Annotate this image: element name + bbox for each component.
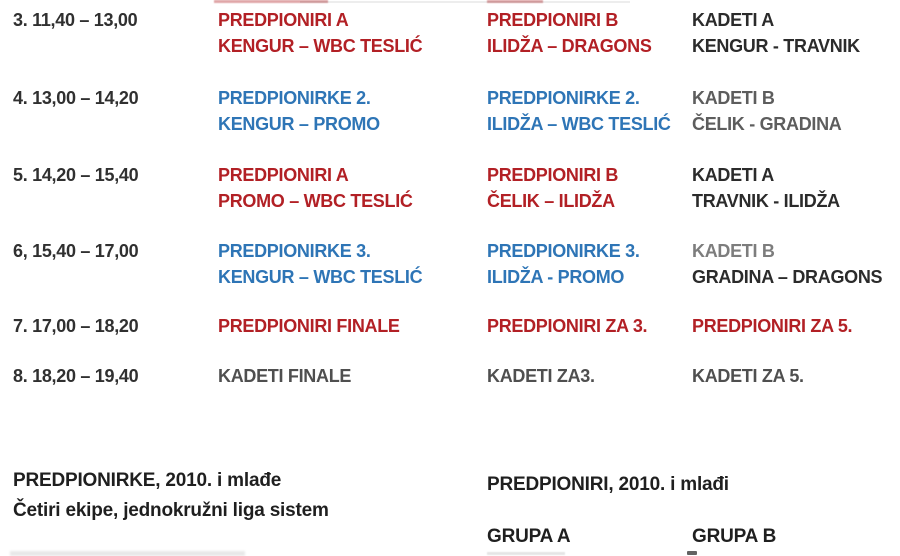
match-cell-court3: KADETI B GRADINA – DRAGONS xyxy=(692,238,883,290)
match-line: KENGUR – PROMO xyxy=(218,114,380,134)
predpioniri-title: PREDPIONIRI, 2010. i mlađi xyxy=(487,474,729,495)
match-cell-court2: PREDPIONIRI ZA 3. xyxy=(487,313,648,339)
match-line: KADETI ZA 5. xyxy=(692,366,804,386)
match-line: PREDPIONIRKE 3. xyxy=(487,241,640,261)
match-line: KADETI A xyxy=(692,165,774,185)
predpionirke-section: PREDPIONIRKE, 2010. i mlađe Četiri ekipe… xyxy=(13,466,329,526)
match-cell-court3: PREDPIONIRI ZA 5. xyxy=(692,313,853,339)
match-cell-court3: KADETI A TRAVNIK - ILIDŽA xyxy=(692,162,840,214)
match-line: KADETI B xyxy=(692,241,775,261)
match-line: PREDPIONIRI A xyxy=(218,165,349,185)
match-line: PREDPIONIRI B xyxy=(487,10,619,30)
match-line: TRAVNIK - ILIDŽA xyxy=(692,191,840,211)
match-line: KADETI FINALE xyxy=(218,366,352,386)
match-line: KADETI A xyxy=(692,10,774,30)
match-line: ILIDŽA – DRAGONS xyxy=(487,36,652,56)
match-cell-court1: PREDPIONIRKE 3. KENGUR – WBC TESLIĆ xyxy=(218,238,423,290)
match-line: PREDPIONIRKE 2. xyxy=(218,88,371,108)
match-line: PREDPIONIRI ZA 3. xyxy=(487,316,648,336)
cutoff-text-top-court2 xyxy=(487,0,543,3)
match-line: ČELIK - GRADINA xyxy=(692,114,842,134)
time-slot: 5. 14,20 – 15,40 xyxy=(13,165,139,185)
match-cell-court1: PREDPIONIRI A KENGUR – WBC TESLIĆ xyxy=(218,7,423,59)
match-line: KENGUR – WBC TESLIĆ xyxy=(218,36,423,56)
match-cell-court2: PREDPIONIRKE 3. ILIDŽA - PROMO xyxy=(487,238,640,290)
match-cell-court1: KADETI FINALE xyxy=(218,363,351,389)
time-slot: 4. 13,00 – 14,20 xyxy=(13,88,139,108)
match-cell-court2: KADETI ZA3. xyxy=(487,363,595,389)
match-line: ILIDŽA – WBC TESLIĆ xyxy=(487,114,671,134)
predpionirke-title: PREDPIONIRKE, 2010. i mlađe xyxy=(13,470,282,491)
cutoff-text-bottom-group-a xyxy=(487,552,565,555)
cutoff-text-top-court1 xyxy=(214,0,328,3)
match-line: PROMO – WBC TESLIĆ xyxy=(218,191,413,211)
match-line: PREDPIONIRKE 3. xyxy=(218,241,371,261)
match-cell-court3: KADETI B ČELIK - GRADINA xyxy=(692,85,842,137)
match-line: PREDPIONIRI FINALE xyxy=(218,316,400,336)
match-line: ČELIK – ILIDŽA xyxy=(487,191,615,211)
match-cell-court2: PREDPIONIRI B ILIDŽA – DRAGONS xyxy=(487,7,652,59)
match-line: PREDPIONIRI A xyxy=(218,10,349,30)
match-line: KENGUR – WBC TESLIĆ xyxy=(218,267,423,287)
cutoff-text-bottom-left xyxy=(10,551,245,556)
match-line: KADETI B xyxy=(692,88,775,108)
match-line: PREDPIONIRI ZA 5. xyxy=(692,316,853,336)
cutoff-text-top-strip xyxy=(300,1,630,3)
time-slot: 3. 11,40 – 13,00 xyxy=(13,10,138,30)
time-slot: 6, 15,40 – 17,00 xyxy=(13,241,139,261)
match-cell-court1: PREDPIONIRI FINALE xyxy=(218,313,400,339)
match-cell-court3: KADETI ZA 5. xyxy=(692,363,804,389)
predpionirke-subtitle: Četiri ekipe, jednokružni liga sistem xyxy=(13,500,329,521)
time-slot: 8. 18,20 – 19,40 xyxy=(13,366,139,386)
group-a-header: GRUPA A xyxy=(487,526,571,547)
match-line: PREDPIONIRI B xyxy=(487,165,619,185)
match-cell-court2: PREDPIONIRKE 2. ILIDŽA – WBC TESLIĆ xyxy=(487,85,671,137)
match-line: ILIDŽA - PROMO xyxy=(487,267,625,287)
match-cell-court1: PREDPIONIRI A PROMO – WBC TESLIĆ xyxy=(218,162,413,214)
match-line: PREDPIONIRKE 2. xyxy=(487,88,640,108)
match-line: KENGUR - TRAVNIK xyxy=(692,36,860,56)
match-cell-court3: KADETI A KENGUR - TRAVNIK xyxy=(692,7,860,59)
match-cell-court2: PREDPIONIRI B ČELIK – ILIDŽA xyxy=(487,162,618,214)
time-slot: 7. 17,00 – 18,20 xyxy=(13,316,139,336)
match-cell-court1: PREDPIONIRKE 2. KENGUR – PROMO xyxy=(218,85,380,137)
match-line: GRADINA – DRAGONS xyxy=(692,267,883,287)
match-line: KADETI ZA3. xyxy=(487,366,595,386)
group-b-header: GRUPA B xyxy=(692,526,777,547)
